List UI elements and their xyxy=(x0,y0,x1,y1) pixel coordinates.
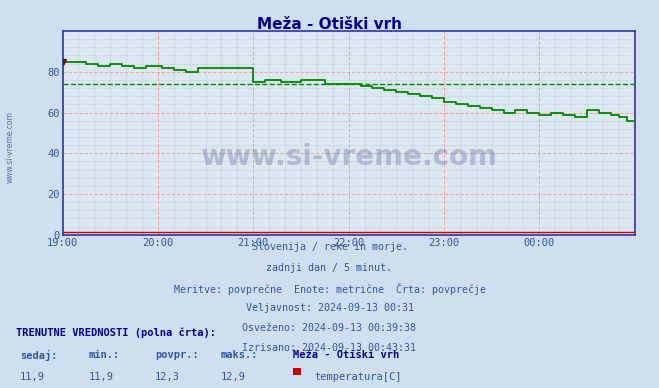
Text: maks.:: maks.: xyxy=(221,350,258,360)
Text: sedaj:: sedaj: xyxy=(20,350,57,361)
Text: Meritve: povprečne  Enote: metrične  Črta: povprečje: Meritve: povprečne Enote: metrične Črta:… xyxy=(173,283,486,295)
Text: www.si-vreme.com: www.si-vreme.com xyxy=(5,111,14,184)
Text: povpr.:: povpr.: xyxy=(155,350,198,360)
Text: min.:: min.: xyxy=(89,350,120,360)
Text: Meža - Otiški vrh: Meža - Otiški vrh xyxy=(293,350,399,360)
Text: Slovenija / reke in morje.: Slovenija / reke in morje. xyxy=(252,242,407,253)
Text: Osveženo: 2024-09-13 00:39:38: Osveženo: 2024-09-13 00:39:38 xyxy=(243,323,416,333)
Text: TRENUTNE VREDNOSTI (polna črta):: TRENUTNE VREDNOSTI (polna črta): xyxy=(16,328,216,338)
Text: temperatura[C]: temperatura[C] xyxy=(314,372,402,383)
Text: 11,9: 11,9 xyxy=(20,372,45,383)
Text: Izrisano: 2024-09-13 00:43:31: Izrisano: 2024-09-13 00:43:31 xyxy=(243,343,416,353)
Text: zadnji dan / 5 minut.: zadnji dan / 5 minut. xyxy=(266,263,393,273)
Text: 12,3: 12,3 xyxy=(155,372,180,383)
Text: 12,9: 12,9 xyxy=(221,372,246,383)
Text: 11,9: 11,9 xyxy=(89,372,114,383)
Text: Veljavnost: 2024-09-13 00:31: Veljavnost: 2024-09-13 00:31 xyxy=(246,303,413,313)
Text: www.si-vreme.com: www.si-vreme.com xyxy=(200,143,497,171)
Text: Meža - Otiški vrh: Meža - Otiški vrh xyxy=(257,17,402,33)
